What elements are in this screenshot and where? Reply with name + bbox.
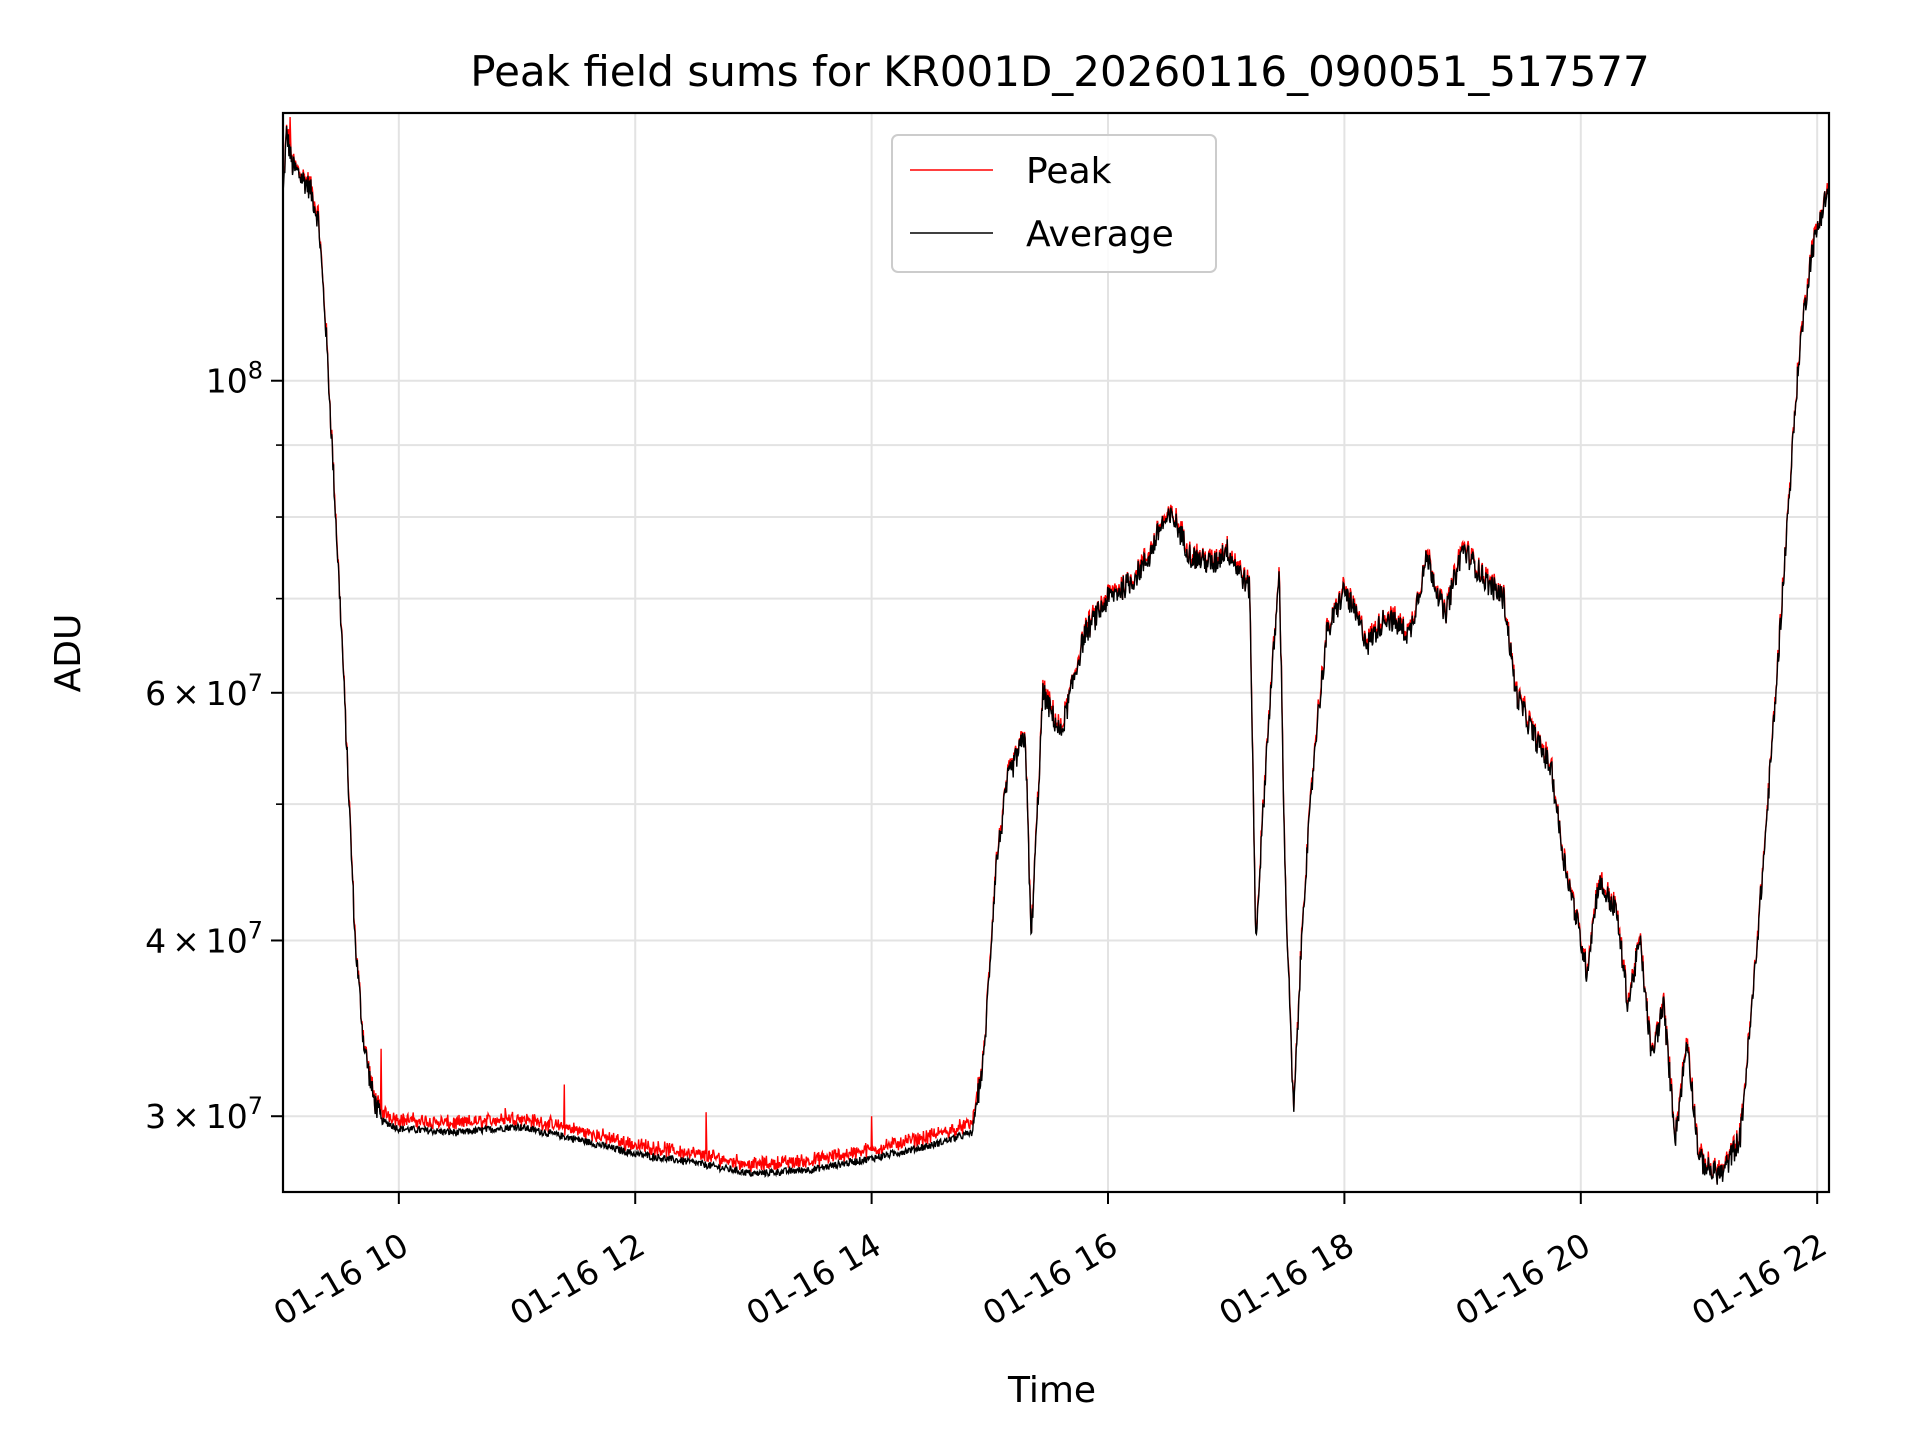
plot-lines (282, 116, 1830, 1185)
x-tick-label: 01-16 10 (267, 1225, 415, 1333)
y-tick-label: 3 × 107 (145, 1092, 263, 1136)
chart-title: Peak field sums for KR001D_20260116_0900… (470, 47, 1649, 96)
x-tick-label: 01-16 22 (1685, 1225, 1833, 1333)
y-axis-label: ADU (48, 614, 89, 693)
series-peak-line (282, 116, 1830, 1185)
y-tick-label: 4 × 107 (145, 916, 263, 960)
series-average-line (282, 125, 1830, 1185)
x-axis-ticks: 01-16 10 01-16 12 01-16 14 01-16 16 01-16 18… (267, 1192, 1833, 1333)
legend: Peak Average (891, 134, 1217, 273)
x-tick-label: 01-16 20 (1449, 1225, 1597, 1333)
grid (283, 113, 1829, 1192)
x-tick-label: 01-16 12 (503, 1225, 651, 1333)
y-tick-label: 108 (206, 357, 263, 401)
legend-peak-label: Peak (1026, 151, 1112, 192)
plot-frame (281, 111, 1831, 1194)
x-tick-label: 01-16 16 (976, 1225, 1124, 1333)
x-axis-label: Time (1007, 1370, 1096, 1411)
y-axis-ticks: 3 × 107 4 × 107 6 × 107 108 (145, 357, 283, 1136)
x-tick-label: 01-16 18 (1212, 1225, 1360, 1333)
y-tick-label: 6 × 107 (145, 669, 263, 713)
legend-average-label: Average (1026, 214, 1174, 255)
x-tick-label: 01-16 14 (740, 1225, 888, 1333)
